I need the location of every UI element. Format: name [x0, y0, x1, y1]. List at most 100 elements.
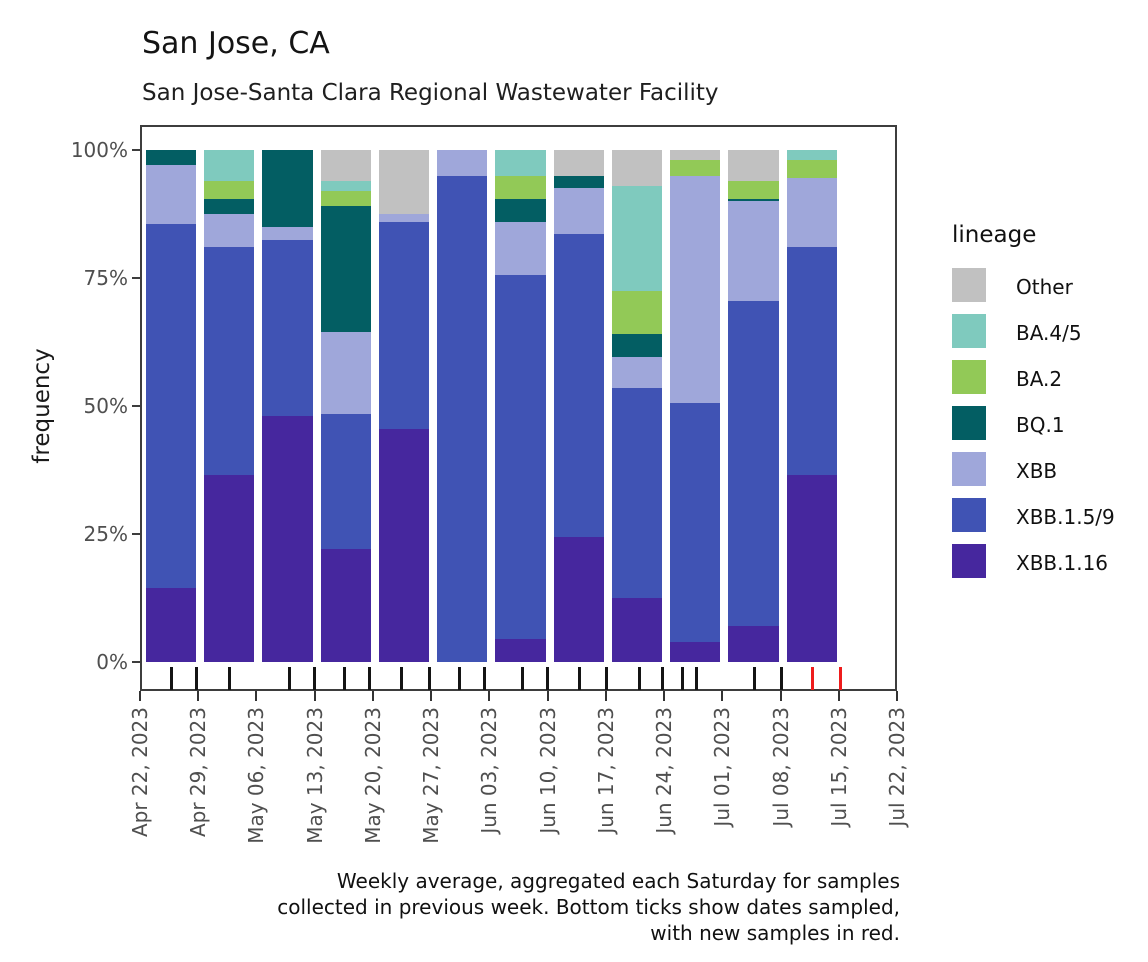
- stacked-bar: [786, 150, 837, 662]
- x-tick-label: May 13, 2023: [302, 707, 327, 844]
- x-tick-mark: [488, 691, 491, 701]
- rug-tick-sample: [694, 667, 698, 690]
- bar-segment-ba-2: [611, 290, 663, 335]
- caption-line: with new samples in red.: [650, 921, 900, 945]
- stacked-bar: [553, 150, 604, 662]
- bar-segment-other: [728, 150, 779, 181]
- bar-segment-xbb-1-5-9: [146, 224, 197, 588]
- rug-tick-sample: [342, 667, 346, 690]
- stacked-bar: [670, 150, 721, 662]
- x-tick-label: Jun 24, 2023: [652, 707, 677, 834]
- y-tick-label: 75%: [83, 266, 128, 290]
- x-tick-label: Jul 08, 2023: [768, 707, 793, 827]
- legend-swatch: [952, 314, 986, 348]
- legend-label: XBB: [1016, 459, 1058, 483]
- bar-segment-other: [670, 150, 721, 161]
- bar-segment-bq-1: [495, 198, 546, 222]
- page-subtitle: San Jose-Santa Clara Regional Wastewater…: [142, 80, 719, 106]
- bar-segment-ba-2: [786, 160, 837, 179]
- bar-segment-other: [378, 150, 430, 215]
- x-tick-label: Jul 22, 2023: [885, 707, 909, 827]
- stacked-bar: [262, 150, 313, 662]
- bar-segment-ba-4-5: [320, 180, 371, 191]
- x-tick-label: May 27, 2023: [419, 707, 444, 844]
- rug-tick-sample: [399, 667, 403, 690]
- bar-segment-xbb: [378, 214, 430, 222]
- rug-tick-sample: [520, 667, 524, 690]
- legend-label: XBB.1.5/9: [1016, 505, 1115, 529]
- bar-segment-xbb: [320, 331, 371, 414]
- stacked-bar: [204, 150, 255, 662]
- bar-segment-xbb: [786, 178, 837, 248]
- bar-segment-xbb-1-5-9: [670, 403, 721, 642]
- bar-segment-xbb: [495, 221, 546, 276]
- x-tick-label: May 20, 2023: [360, 707, 385, 844]
- bar-segment-ba-4-5: [786, 150, 837, 161]
- rug-tick-new-sample: [811, 667, 815, 690]
- bar-segment-xbb-1-5-9: [262, 239, 313, 417]
- y-tick-mark: [132, 661, 140, 663]
- x-tick-label: Apr 22, 2023: [128, 707, 152, 838]
- y-tick-mark: [132, 533, 140, 535]
- bar-segment-other: [611, 150, 663, 186]
- legend-label: BA.2: [1016, 367, 1063, 391]
- bar-segment-xbb-1-5-9: [437, 175, 488, 662]
- bar-segment-xbb-1-16: [204, 475, 255, 662]
- rug-tick-sample: [780, 667, 784, 690]
- x-tick-mark: [721, 691, 724, 701]
- rug-tick-sample: [482, 667, 486, 690]
- stacked-bars: [142, 127, 895, 689]
- bar-segment-xbb-1-16: [611, 598, 663, 662]
- x-tick-label: Jun 10, 2023: [535, 707, 560, 834]
- bar-segment-xbb-1-16: [495, 638, 546, 662]
- stacked-bar: [728, 150, 779, 662]
- x-tick-mark: [663, 691, 666, 701]
- bar-segment-ba-2: [204, 180, 255, 199]
- y-tick-label: 0%: [96, 650, 128, 674]
- y-tick-label: 100%: [70, 138, 128, 162]
- caption-line: collected in previous week. Bottom ticks…: [277, 895, 900, 919]
- bar-segment-xbb-1-5-9: [320, 413, 371, 550]
- x-tick-mark: [139, 691, 141, 701]
- bar-segment-ba-4-5: [495, 150, 546, 176]
- bar-segment-xbb-1-16: [670, 641, 721, 662]
- stacked-bar: [320, 150, 371, 662]
- bar-segment-xbb: [553, 188, 604, 235]
- legend-label: Other: [1016, 275, 1073, 299]
- bar-segment-xbb-1-16: [262, 416, 313, 662]
- bar-segment-xbb-1-5-9: [611, 388, 663, 598]
- legend-swatch: [952, 544, 986, 578]
- legend-label: BA.4/5: [1016, 321, 1082, 345]
- bar-segment-xbb-1-16: [320, 549, 371, 662]
- rug-tick-sample: [638, 667, 642, 690]
- bar-segment-ba-4-5: [204, 150, 255, 181]
- x-tick-label: Jul 15, 2023: [826, 707, 851, 827]
- x-tick-mark: [197, 691, 200, 701]
- y-axis-title-text: frequency: [29, 348, 55, 464]
- x-tick-mark: [837, 691, 840, 701]
- x-tick-label: Jun 17, 2023: [593, 707, 618, 834]
- legend-swatch: [952, 452, 986, 486]
- rug-tick-sample: [660, 667, 664, 690]
- legend-swatch: [952, 498, 986, 532]
- bar-segment-xbb-1-5-9: [378, 221, 430, 430]
- x-tick-mark: [371, 691, 374, 701]
- rug-tick-sample: [194, 667, 198, 690]
- bar-segment-xbb: [262, 226, 313, 240]
- x-tick-mark: [604, 691, 607, 701]
- legend-title: lineage: [952, 222, 1037, 248]
- rug-tick-sample: [427, 667, 431, 690]
- x-tick-mark: [546, 691, 549, 701]
- bar-segment-ba-2: [670, 160, 721, 176]
- legend-swatch: [952, 406, 986, 440]
- y-tick-mark: [132, 277, 140, 279]
- y-tick-mark: [132, 405, 140, 407]
- bar-segment-xbb: [204, 214, 255, 248]
- bar-segment-bq-1: [553, 175, 604, 189]
- bar-segment-other: [553, 150, 604, 176]
- bar-segment-xbb: [437, 150, 488, 176]
- rug-tick-sample: [604, 667, 608, 690]
- x-tick-mark: [896, 691, 898, 701]
- stacked-bar: [378, 150, 430, 662]
- bar-segment-xbb-1-5-9: [553, 234, 604, 537]
